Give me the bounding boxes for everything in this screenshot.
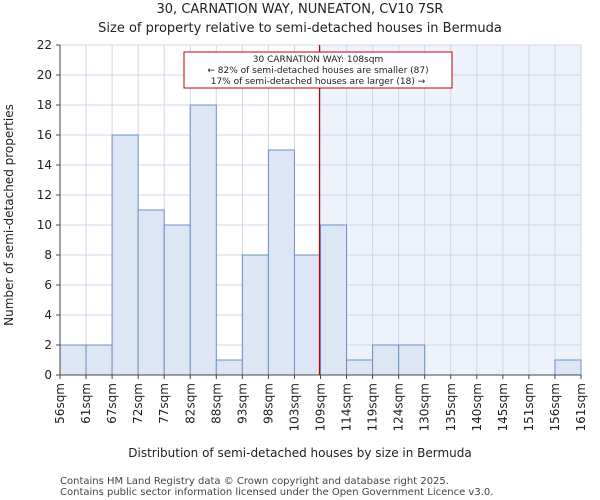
x-tick-label: 103sqm — [287, 383, 301, 431]
chart-subtitle: Size of property relative to semi-detach… — [98, 21, 502, 36]
x-tick-label: 77sqm — [157, 383, 171, 424]
y-tick-label: 14 — [37, 158, 52, 172]
x-axis-label: Distribution of semi-detached houses by … — [128, 446, 472, 460]
x-tick-label: 130sqm — [418, 383, 432, 431]
bar — [163, 224, 191, 376]
y-tick-label: 0 — [44, 368, 52, 382]
bar — [85, 344, 113, 376]
y-tick-label: 8 — [44, 248, 52, 262]
x-tick-label: 109sqm — [314, 383, 328, 431]
x-tick-label: 72sqm — [131, 383, 145, 424]
bar — [189, 104, 217, 376]
y-tick-label: 6 — [44, 278, 52, 292]
bar — [267, 149, 295, 376]
y-tick-label: 22 — [37, 38, 52, 52]
bar — [398, 344, 426, 376]
x-tick-label: 88sqm — [209, 383, 223, 424]
x-tick-label: 93sqm — [235, 383, 249, 424]
bar — [241, 254, 269, 376]
y-tick-label: 18 — [37, 98, 52, 112]
annotation-line-3: 17% of semi-detached houses are larger (… — [211, 77, 426, 87]
x-tick-label: 161sqm — [574, 383, 588, 431]
bar — [346, 359, 374, 376]
x-tick-label: 98sqm — [261, 383, 275, 424]
x-tick-label: 156sqm — [548, 383, 562, 431]
x-tick-label: 124sqm — [392, 383, 406, 431]
y-axis-label: Number of semi-detached properties — [2, 104, 16, 326]
x-tick-label: 145sqm — [496, 383, 510, 431]
y-tick-label: 10 — [37, 218, 52, 232]
bar — [215, 359, 243, 376]
y-tick-label: 20 — [37, 68, 52, 82]
x-tick-label: 119sqm — [366, 383, 380, 431]
bar — [293, 254, 322, 376]
footer-line-1: Contains HM Land Registry data © Crown c… — [60, 476, 449, 487]
x-tick-label: 67sqm — [105, 383, 119, 424]
x-tick-label: 140sqm — [470, 383, 484, 431]
bar — [59, 344, 87, 376]
bar — [554, 359, 582, 376]
x-tick-label: 135sqm — [444, 383, 458, 431]
plot-area: 0 2 4 6 8 10 12 14 16 18 20 22 56sqm 61sqm 67sqm 72sqm 7… — [37, 38, 588, 431]
bar — [111, 134, 139, 376]
y-tick-label: 4 — [44, 308, 52, 322]
x-tick-label: 56sqm — [53, 383, 67, 424]
x-tick-label: 61sqm — [79, 383, 93, 424]
annotation-line-2: ← 82% of semi-detached houses are smalle… — [207, 66, 428, 76]
footer-line-2: Contains public sector information licen… — [60, 487, 493, 498]
x-tick-label: 151sqm — [522, 383, 536, 431]
bar — [372, 344, 400, 376]
x-tick-label: 114sqm — [340, 383, 354, 431]
y-tick-label: 2 — [44, 338, 52, 352]
x-tick-label: 82sqm — [183, 383, 197, 424]
chart-title: 30, CARNATION WAY, NUNEATON, CV10 7SR — [157, 2, 444, 17]
annotation-box — [183, 51, 453, 89]
y-tick-label: 12 — [37, 188, 52, 202]
annotation-line-1: 30 CARNATION WAY: 108sqm — [253, 55, 383, 65]
y-tick-label: 16 — [37, 128, 52, 142]
bar — [137, 209, 165, 376]
bar — [320, 224, 348, 376]
